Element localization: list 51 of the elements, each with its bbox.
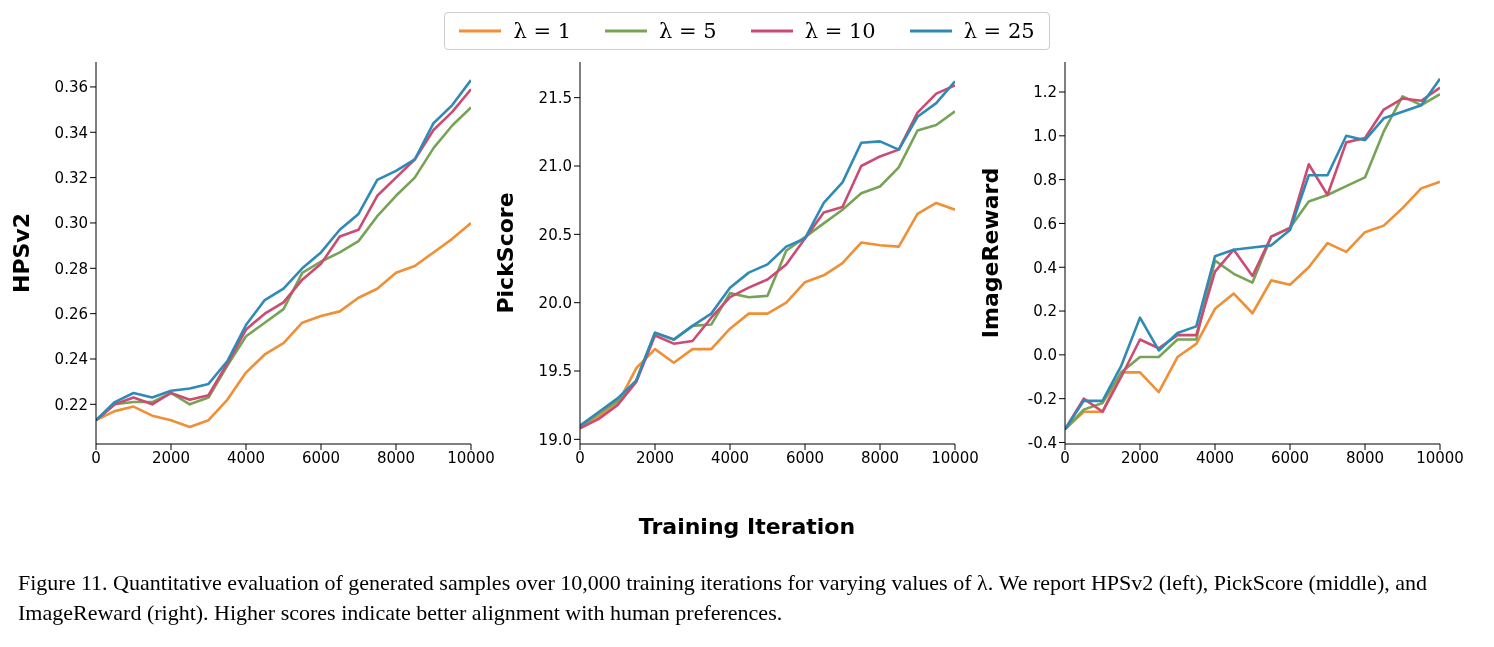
y-tick-label: 19.5 xyxy=(538,362,572,381)
y-tick-label: 0.34 xyxy=(54,123,88,142)
x-tick-label: 10000 xyxy=(931,448,979,467)
x-tick-label: 4000 xyxy=(710,448,750,467)
y-tick-label: 21.5 xyxy=(538,89,572,107)
y-tick-label: 19.0 xyxy=(538,430,572,449)
x-tick-label: 0 xyxy=(575,448,585,467)
y-tick-label: 0.6 xyxy=(1033,214,1057,233)
y-axis-title: HPSv2 xyxy=(8,212,34,294)
y-tick-label: 20.5 xyxy=(538,225,572,244)
caption: Figure 11. Quantitative evaluation of generated samples over 10,000 training iterations for varying values of λ. We report HPSv2 (left), PickScore (middle), and ImageReward (right). Higher scores indicate better alignment with human preferences. xyxy=(18,569,1428,627)
y-tick-label: 0.26 xyxy=(54,304,88,323)
legend-label: λ = 5 xyxy=(659,19,717,43)
y-tick-label: 0.36 xyxy=(54,78,88,97)
x-tick-label: 6000 xyxy=(1270,448,1310,467)
x-tick-label: 4000 xyxy=(1195,448,1235,467)
x-tick-label: 0 xyxy=(91,448,101,467)
x-tick-label: 8000 xyxy=(376,448,416,467)
y-axis-title: PickScore xyxy=(492,192,518,314)
y-tick-label: 0.2 xyxy=(1033,302,1057,321)
x-tick-label: 6000 xyxy=(785,448,825,467)
y-tick-label: 0.24 xyxy=(54,350,88,369)
x-tick-label: 6000 xyxy=(301,448,341,467)
y-tick-label: 1.2 xyxy=(1033,83,1057,102)
y-tick-label: 1.0 xyxy=(1033,127,1057,146)
x-axis-title: Training Iteration xyxy=(637,514,857,539)
y-tick-label: 0.8 xyxy=(1033,170,1057,189)
x-tick-label: 10000 xyxy=(447,448,495,467)
y-tick-label: 0.4 xyxy=(1033,258,1057,277)
y-tick-label: 0.28 xyxy=(54,259,88,278)
x-tick-label: 8000 xyxy=(860,448,900,467)
y-tick-label: 0.30 xyxy=(54,214,88,233)
legend-label: λ = 25 xyxy=(963,19,1035,43)
y-tick-label: -0.4 xyxy=(1027,433,1057,452)
y-tick-label: 21.0 xyxy=(538,157,572,176)
x-tick-label: 2000 xyxy=(635,448,675,467)
legend-label: λ = 1 xyxy=(513,19,572,43)
y-tick-label: 20.0 xyxy=(538,294,572,313)
y-tick-label: -0.2 xyxy=(1027,389,1057,408)
x-tick-label: 2000 xyxy=(1120,448,1160,467)
x-tick-label: 2000 xyxy=(151,448,191,467)
x-tick-label: 8000 xyxy=(1345,448,1385,467)
x-tick-label: 4000 xyxy=(226,448,266,467)
line-series xyxy=(96,221,471,429)
x-tick-label: 10000 xyxy=(1416,448,1464,467)
y-tick-label: 0.0 xyxy=(1033,346,1057,365)
y-tick-label: 0.22 xyxy=(54,395,88,414)
y-axis-title: ImageReward xyxy=(977,167,1003,339)
y-tick-label: 0.32 xyxy=(54,168,88,187)
x-tick-label: 0 xyxy=(1060,448,1070,467)
legend-label: λ = 10 xyxy=(804,19,876,43)
